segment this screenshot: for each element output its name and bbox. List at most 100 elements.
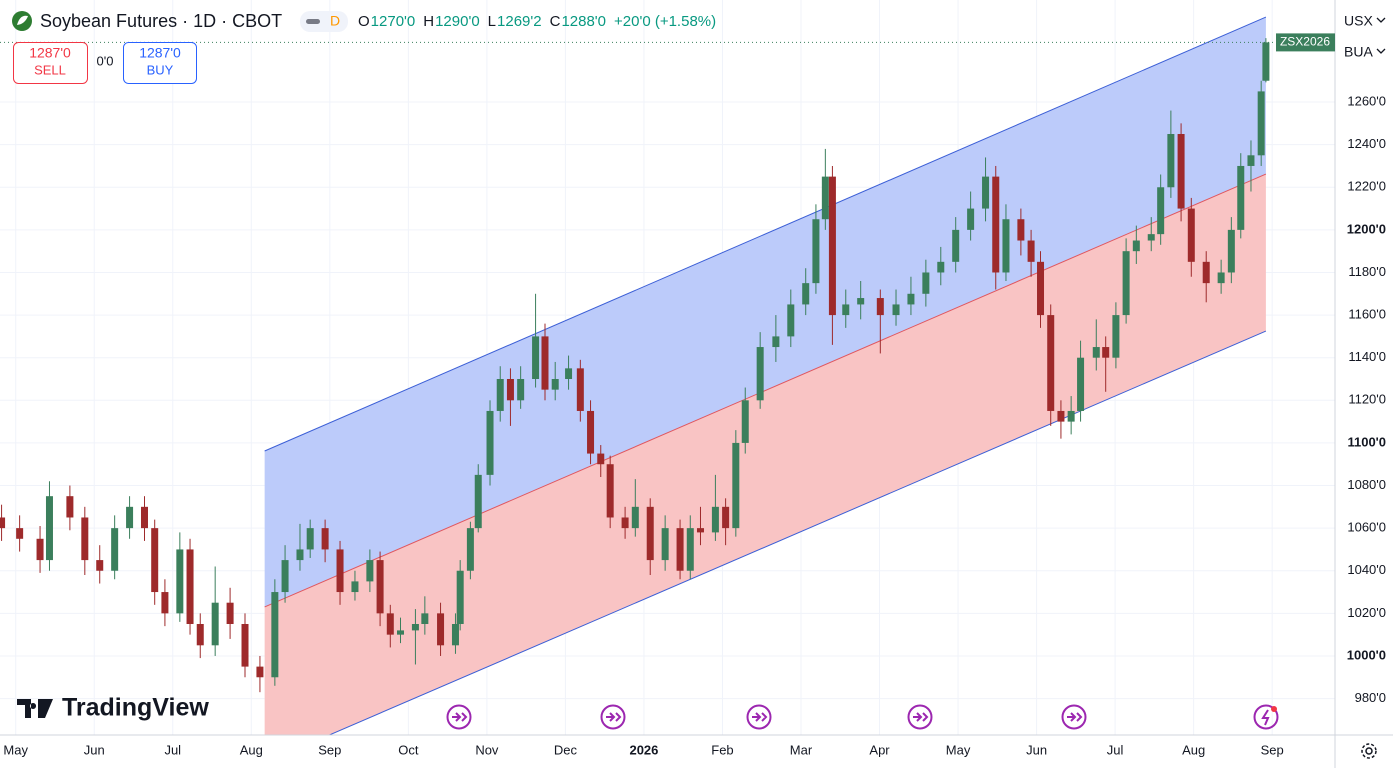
event-icon[interactable] bbox=[907, 704, 933, 730]
candle-body bbox=[176, 549, 184, 614]
candle-body bbox=[111, 528, 119, 571]
candle-body bbox=[1227, 229, 1235, 273]
candle-body bbox=[1112, 315, 1120, 358]
candle-body bbox=[551, 379, 559, 390]
candle-body bbox=[772, 336, 780, 348]
candle-body bbox=[336, 549, 344, 593]
candle-body bbox=[1017, 219, 1025, 241]
spread: 0'0 bbox=[97, 53, 114, 68]
ohlc: O 1270'0 H 1290'0 L 1269'2 C 1288'0 bbox=[358, 13, 606, 30]
y-tick-label: 1040'0 bbox=[1347, 562, 1386, 577]
candle-body bbox=[1147, 234, 1155, 241]
buy-label[interactable]: BUY bbox=[147, 62, 174, 77]
candle-body bbox=[787, 304, 795, 337]
candle-body bbox=[466, 528, 474, 571]
candle-body bbox=[1132, 240, 1140, 252]
event-icon[interactable] bbox=[446, 704, 472, 730]
channel-upper-band bbox=[264, 17, 1266, 607]
sell-label[interactable]: SELL bbox=[34, 62, 66, 77]
candle-body bbox=[437, 613, 445, 646]
candle-body bbox=[1102, 347, 1110, 358]
y-tick-label: 1060'0 bbox=[1347, 520, 1386, 535]
candle-body bbox=[892, 304, 900, 316]
buy-button[interactable] bbox=[123, 42, 197, 84]
channel-lower-line bbox=[328, 330, 1267, 735]
candle-body bbox=[496, 379, 504, 411]
candle-body bbox=[907, 293, 915, 305]
candle-body bbox=[45, 496, 53, 561]
ohlc-value: 1290'0 bbox=[435, 13, 480, 30]
x-tick-label: Jul bbox=[164, 742, 181, 757]
badge-bg bbox=[300, 11, 348, 32]
candle-body bbox=[366, 560, 374, 582]
candle-body bbox=[1167, 134, 1175, 188]
symbol-title[interactable]: Soybean Futures · 1D · CBOT bbox=[40, 11, 282, 31]
badge-toggle[interactable] bbox=[306, 19, 320, 24]
channel-middle-line bbox=[264, 173, 1267, 608]
candle-body bbox=[686, 528, 694, 571]
candle-body bbox=[828, 176, 836, 316]
candle-body bbox=[486, 410, 494, 475]
y-tick-label: 1260'0 bbox=[1347, 93, 1386, 108]
candle-body bbox=[196, 624, 204, 646]
buy-price[interactable]: 1287'0 bbox=[139, 45, 181, 61]
candle-body bbox=[281, 560, 289, 593]
candle-body bbox=[411, 624, 419, 631]
candle-body bbox=[982, 176, 990, 209]
candle-body bbox=[1202, 261, 1210, 284]
candle-body bbox=[565, 368, 573, 380]
candle-body bbox=[456, 570, 464, 625]
event-icon[interactable] bbox=[1061, 704, 1087, 730]
ohlc-value: 1269'2 bbox=[497, 13, 542, 30]
dropdown-arrow bbox=[1376, 17, 1386, 23]
x-tick-label: Jun bbox=[84, 742, 105, 757]
candle-body bbox=[0, 517, 6, 529]
currency-button[interactable]: USX bbox=[1344, 13, 1373, 29]
sell-price[interactable]: 1287'0 bbox=[29, 45, 71, 61]
event-icon[interactable] bbox=[746, 704, 772, 730]
sell-button[interactable] bbox=[13, 42, 88, 84]
plot bbox=[0, 16, 1335, 735]
event-icon[interactable] bbox=[600, 704, 626, 730]
x-tick-label: Sep bbox=[318, 742, 341, 757]
x-tick-label: Nov bbox=[475, 742, 499, 757]
x-tick-label: 2026 bbox=[629, 742, 658, 757]
event-icon[interactable] bbox=[1253, 704, 1279, 730]
badge[interactable]: D bbox=[330, 13, 340, 29]
x-tick-label: Oct bbox=[398, 742, 419, 757]
candle-body bbox=[1247, 155, 1255, 166]
candle-body bbox=[81, 517, 89, 561]
price-tag-bg bbox=[1276, 33, 1335, 52]
candle-body bbox=[1092, 347, 1100, 358]
candle-body bbox=[1067, 410, 1075, 422]
candle-body bbox=[587, 410, 595, 454]
y-tick-label: 1180'0 bbox=[1348, 264, 1386, 279]
candle-body bbox=[1027, 240, 1035, 262]
x-tick-label: May bbox=[3, 742, 28, 757]
candle-body bbox=[351, 581, 359, 593]
x-tick-label: Sep bbox=[1261, 742, 1284, 757]
candle-body bbox=[621, 517, 629, 529]
candle-body bbox=[1217, 272, 1225, 284]
candle-body bbox=[597, 453, 605, 465]
candle-body bbox=[646, 506, 654, 561]
y-tick-label: 1080'0 bbox=[1347, 477, 1386, 492]
y-tick-label: 1020'0 bbox=[1347, 605, 1386, 620]
x-tick-label: Jul bbox=[1107, 742, 1124, 757]
candle-body bbox=[1077, 357, 1085, 411]
candle-body bbox=[952, 229, 960, 262]
candle-body bbox=[226, 602, 234, 625]
candle-body bbox=[1037, 261, 1045, 316]
candle-body bbox=[812, 219, 820, 284]
x-tick-label: Aug bbox=[240, 742, 263, 757]
unit-button[interactable]: BUA bbox=[1344, 44, 1373, 60]
candle-body bbox=[96, 560, 104, 571]
candle-body bbox=[937, 261, 945, 273]
y-tick-label: 1160'0 bbox=[1348, 307, 1386, 322]
candle-body bbox=[1122, 251, 1130, 316]
candle-body bbox=[741, 400, 749, 443]
x-tick-label: Mar bbox=[790, 742, 813, 757]
settings[interactable] bbox=[1361, 743, 1377, 759]
candle-body bbox=[922, 272, 930, 294]
